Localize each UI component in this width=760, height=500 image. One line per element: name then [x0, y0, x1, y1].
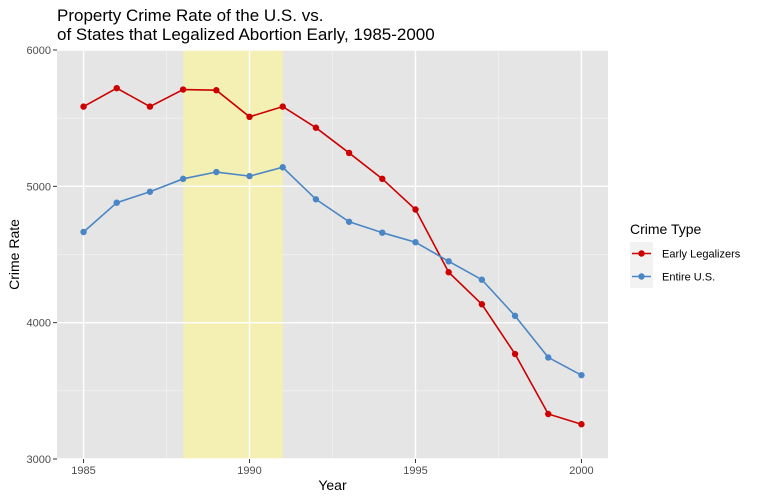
x-tick-label: 2000 [569, 465, 593, 477]
series-1 [80, 164, 585, 379]
data-point [545, 410, 552, 418]
x-tick-label: 1995 [403, 465, 427, 477]
y-axis-title: Crime Rate [6, 219, 22, 290]
chart-title-line-1: Property Crime Rate of the U.S. vs. [57, 6, 323, 25]
x-axis: 1985 1990 1995 2000 [71, 459, 594, 477]
data-point [445, 269, 452, 276]
data-point [578, 371, 585, 379]
legend-label: Entire U.S. [662, 272, 715, 284]
data-point [345, 218, 353, 225]
x-axis-title: Year [318, 477, 347, 493]
y-tick-label: 5000 [27, 181, 51, 193]
minor-grid [57, 50, 608, 459]
data-point [412, 239, 419, 246]
data-point [179, 86, 187, 93]
y-tick-label: 3000 [27, 454, 51, 466]
y-tick-label: 6000 [27, 45, 51, 57]
legend-title: Crime Type [630, 221, 702, 237]
legend-key-point [638, 250, 645, 257]
chart-title-line-2: of States that Legalized Abortion Early,… [57, 25, 435, 44]
data-point [478, 276, 486, 283]
data-point [412, 206, 419, 213]
legend-label: Early Legalizers [662, 249, 741, 261]
data-point [179, 175, 187, 183]
data-point [246, 113, 253, 121]
y-tick-label: 4000 [27, 318, 51, 330]
data-point [279, 103, 286, 110]
data-point [345, 149, 353, 157]
data-point [213, 168, 220, 176]
y-axis: 3000 4000 5000 6000 [27, 45, 57, 466]
series-layer [80, 84, 585, 428]
data-point [80, 228, 87, 236]
data-point [146, 188, 154, 195]
series-0 [80, 84, 585, 428]
data-point [312, 196, 320, 203]
series-line [83, 166, 582, 376]
data-point [578, 421, 585, 428]
legend-item-0: Early Legalizers [630, 242, 741, 265]
highlight-band [183, 50, 283, 459]
data-point [511, 350, 519, 358]
data-point [545, 354, 552, 361]
data-point [379, 175, 386, 183]
legend-key-point [638, 273, 645, 280]
data-point [478, 301, 486, 308]
legend: Crime Type Early Legalizers Entire U.S. [630, 221, 741, 288]
x-tick-label: 1985 [71, 465, 95, 477]
data-point [80, 103, 87, 110]
data-point [312, 124, 320, 131]
x-tick-label: 1990 [237, 465, 261, 477]
data-point [246, 172, 253, 180]
data-point [146, 103, 154, 110]
data-point [379, 229, 386, 236]
data-point [113, 199, 120, 206]
data-point [279, 164, 286, 171]
data-point [445, 258, 452, 265]
series-line [83, 87, 582, 426]
data-point [113, 84, 120, 92]
legend-item-1: Entire U.S. [630, 265, 715, 288]
data-point [213, 87, 220, 94]
data-point [511, 312, 519, 320]
